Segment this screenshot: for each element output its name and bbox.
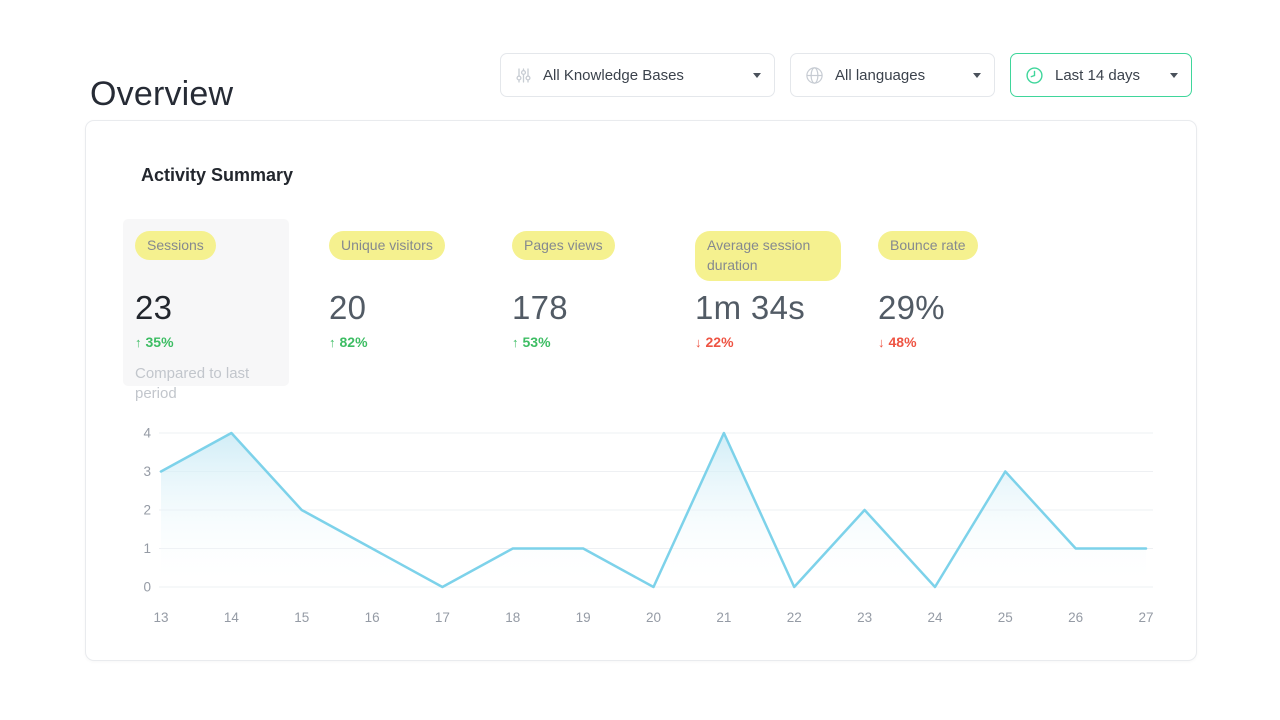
x-tick-label: 27 — [1139, 610, 1154, 625]
x-tick-label: 23 — [857, 610, 872, 625]
x-tick-label: 25 — [998, 610, 1013, 625]
caret-down-icon — [973, 72, 981, 78]
metric-card[interactable]: Unique visitors 20 ↑ 82% — [317, 219, 483, 386]
knowledge-bases-dropdown-label: All Knowledge Bases — [543, 66, 684, 84]
metric-value: 178 — [512, 289, 568, 326]
x-tick-label: 20 — [646, 610, 661, 625]
sliders-icon — [515, 67, 532, 84]
metric-label-area: Average session duration — [695, 231, 841, 289]
x-tick-label: 22 — [787, 610, 802, 625]
y-tick-label: 2 — [143, 503, 151, 518]
x-tick-label: 19 — [576, 610, 591, 625]
metric-change: ↑ 35% — [135, 334, 174, 350]
x-tick-label: 13 — [153, 610, 168, 625]
trend-arrow-icon: ↓ — [878, 334, 885, 350]
y-tick-label: 1 — [143, 541, 151, 556]
metric-label: Unique visitors — [329, 231, 445, 261]
metric-label-area: Sessions — [135, 231, 281, 289]
activity-summary-card: Activity Summary Sessions 23 ↑ 35% Compar… — [85, 120, 1197, 661]
metric-label: Pages views — [512, 231, 615, 261]
knowledge-bases-dropdown[interactable]: All Knowledge Bases — [500, 53, 775, 97]
metric-card[interactable]: Pages views 178 ↑ 53% — [500, 219, 666, 386]
metric-label-area: Pages views — [512, 231, 658, 289]
x-tick-label: 26 — [1068, 610, 1083, 625]
metric-value: 1m 34s — [695, 289, 806, 326]
caret-down-icon — [753, 72, 761, 78]
metric-change: ↑ 53% — [512, 334, 551, 350]
metric-label-area: Bounce rate — [878, 231, 1024, 289]
metric-note: Compared to last period — [135, 365, 250, 402]
metric-card[interactable]: Bounce rate 29% ↓ 48% — [866, 219, 1032, 386]
metric-label: Average session duration — [695, 231, 841, 281]
x-tick-label: 16 — [365, 610, 380, 625]
metric-value: 29% — [878, 289, 945, 326]
card-title: Activity Summary — [141, 165, 294, 185]
metric-label: Bounce rate — [878, 231, 978, 261]
y-tick-label: 0 — [143, 580, 151, 595]
x-tick-label: 15 — [294, 610, 309, 625]
trend-arrow-icon: ↓ — [695, 334, 702, 350]
chart-line — [159, 431, 1148, 589]
metric-change: ↓ 48% — [878, 334, 917, 350]
trend-arrow-icon: ↑ — [329, 334, 336, 350]
metric-change: ↓ 22% — [695, 334, 734, 350]
x-tick-label: 24 — [927, 610, 943, 625]
x-tick-label: 18 — [505, 610, 520, 625]
x-tick-label: 21 — [716, 610, 731, 625]
y-tick-label: 3 — [143, 464, 151, 479]
languages-dropdown[interactable]: All languages — [790, 53, 995, 97]
trend-arrow-icon: ↑ — [512, 334, 519, 350]
languages-dropdown-label: All languages — [835, 66, 926, 84]
y-tick-label: 4 — [143, 426, 151, 441]
metric-change: ↑ 82% — [329, 334, 368, 350]
metric-card[interactable]: Sessions 23 ↑ 35% Compared to last period — [123, 219, 289, 402]
x-tick-label: 14 — [224, 610, 240, 625]
caret-down-icon — [1170, 72, 1178, 78]
metric-label: Sessions — [135, 231, 216, 261]
clock-icon — [1025, 66, 1044, 85]
date-range-dropdown[interactable]: Last 14 days — [1010, 53, 1192, 97]
page-title: Overview — [90, 74, 234, 113]
trend-arrow-icon: ↑ — [135, 334, 142, 350]
metric-value: 20 — [329, 289, 367, 326]
x-tick-label: 17 — [435, 610, 450, 625]
date-range-dropdown-label: Last 14 days — [1055, 66, 1141, 84]
filter-bar: All Knowledge Bases All languages Last 1… — [500, 53, 1192, 97]
metric-value: 23 — [135, 289, 173, 326]
globe-icon — [805, 66, 824, 85]
metrics-row: Sessions 23 ↑ 35% Compared to last period… — [123, 219, 1049, 402]
metric-label-area: Unique visitors — [329, 231, 475, 289]
metric-card[interactable]: Average session duration 1m 34s ↓ 22% — [683, 219, 849, 386]
